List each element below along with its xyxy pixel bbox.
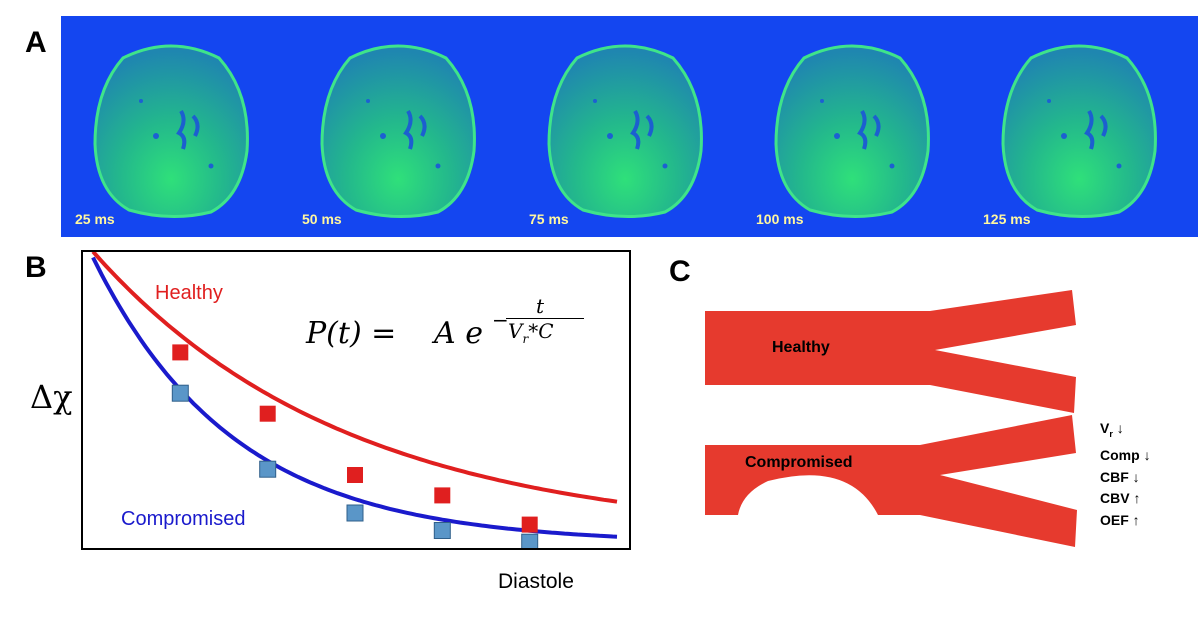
compromised-vessel <box>705 415 1077 547</box>
formula-exponent-sign: − <box>492 308 509 332</box>
brain-slice-image <box>547 44 704 219</box>
series-line-healthy <box>91 250 618 504</box>
data-point-healthy <box>434 487 451 504</box>
mri-frame: 125 ms <box>969 16 1196 237</box>
mri-frame: 75 ms <box>515 16 742 237</box>
effect-cbv: CBV ↑ <box>1100 490 1141 507</box>
decay-chart <box>91 250 618 551</box>
formula-amplitude: A e <box>434 316 483 351</box>
formula-fraction-bar <box>506 318 584 319</box>
compromised-vessel-label: Compromised <box>745 454 853 471</box>
mri-frame-strip: 25 ms 50 ms 75 ms 100 ms 125 ms <box>61 16 1198 237</box>
data-point-compromised <box>171 384 189 402</box>
data-point-compromised <box>433 522 451 539</box>
effect-oef: OEF ↑ <box>1100 511 1140 528</box>
arrow-up-icon: ↑ <box>1132 511 1140 528</box>
panel-label-c: C <box>669 255 691 288</box>
brain-slice-image <box>774 44 931 219</box>
formula-numerator: t <box>536 294 545 318</box>
formula-denominator: Vr*C <box>508 319 554 346</box>
frame-time-label: 100 ms <box>756 211 804 227</box>
effect-cbf: CBF ↓ <box>1100 468 1140 485</box>
healthy-vessel <box>705 290 1076 413</box>
arrow-down-icon: ↓ <box>1132 468 1140 485</box>
arrow-down-icon: ↓ <box>1143 447 1151 464</box>
y-axis-label: Δχ <box>30 378 73 416</box>
mri-frame: 25 ms <box>61 16 288 237</box>
x-axis-label: Diastole <box>498 570 574 593</box>
frame-time-label: 125 ms <box>983 211 1031 227</box>
effect-vr: Vr ↓ <box>1100 420 1124 439</box>
arrow-up-icon: ↑ <box>1133 490 1141 507</box>
data-point-compromised <box>346 504 364 522</box>
healthy-vessel-label: Healthy <box>772 339 830 356</box>
vessel-diagram <box>705 290 1077 547</box>
mri-frame: 50 ms <box>288 16 515 237</box>
legend-healthy: Healthy <box>155 282 223 304</box>
data-point-healthy <box>259 405 276 422</box>
data-point-healthy <box>172 344 189 361</box>
data-point-healthy <box>521 516 538 533</box>
brain-slice-image <box>1001 44 1158 219</box>
effect-comp: Comp ↓ <box>1100 447 1151 464</box>
mri-frame: 100 ms <box>742 16 969 237</box>
formula-lhs: P(t) = <box>306 316 397 351</box>
data-point-compromised <box>521 533 539 551</box>
decay-plot-frame <box>81 250 631 551</box>
data-point-healthy <box>347 467 363 483</box>
panel-label-a: A <box>25 26 47 59</box>
legend-compromised: Compromised <box>121 508 246 530</box>
brain-slice-image <box>93 44 250 219</box>
frame-time-label: 50 ms <box>302 211 342 227</box>
brain-slice-image <box>320 44 477 219</box>
data-point-compromised <box>259 460 277 478</box>
compromised-effects-list: Vr ↓ Comp ↓ CBF ↓ CBV ↑ OEF ↑ <box>1100 418 1151 531</box>
arrow-down-icon: ↓ <box>1116 420 1124 436</box>
panel-label-b: B <box>25 251 47 284</box>
frame-time-label: 25 ms <box>75 211 115 227</box>
frame-time-label: 75 ms <box>529 211 569 227</box>
